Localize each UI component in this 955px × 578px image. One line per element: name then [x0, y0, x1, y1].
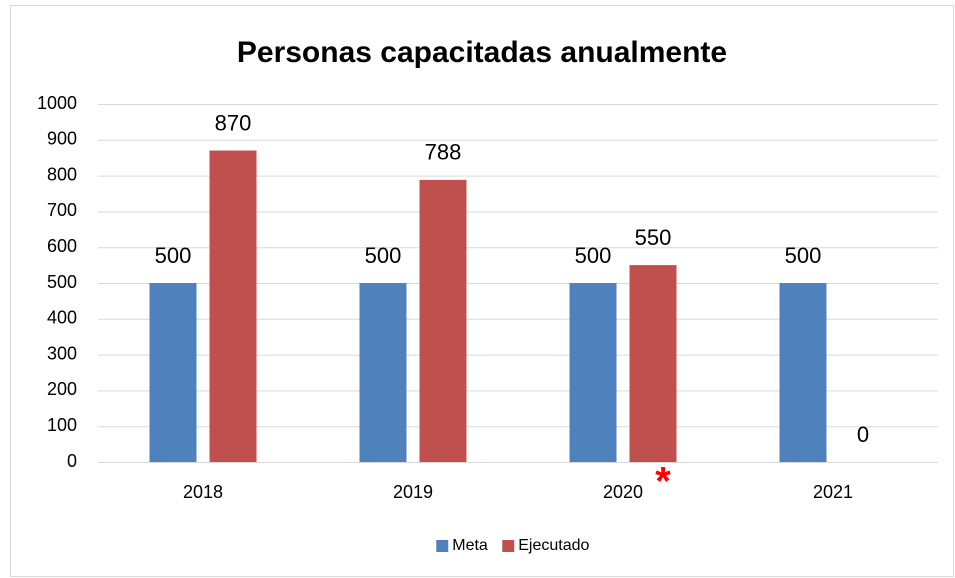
y-tick-label: 0	[67, 451, 77, 471]
bar	[419, 179, 467, 462]
bar	[149, 283, 197, 462]
y-tick-label: 400	[47, 308, 77, 328]
data-label: 500	[785, 243, 822, 268]
y-tick-label: 600	[47, 236, 77, 256]
bar	[209, 150, 257, 463]
x-tick-label: 2020	[603, 482, 643, 502]
bar	[359, 283, 407, 462]
y-tick-label: 700	[47, 200, 77, 220]
y-tick-label: 900	[47, 129, 77, 149]
bar	[569, 283, 617, 462]
data-label: 0	[857, 422, 869, 447]
annotation: *	[655, 460, 671, 504]
data-label: 500	[365, 243, 402, 268]
x-tick-label: 2018	[183, 482, 223, 502]
legend-swatch	[502, 540, 515, 552]
data-label: 788	[425, 140, 462, 165]
data-label: 870	[215, 110, 252, 135]
y-tick-label: 200	[47, 379, 77, 399]
x-tick-label: 2021	[813, 482, 853, 502]
y-tick-label: 1000	[37, 93, 77, 113]
legend-label: Meta	[452, 537, 488, 554]
bar	[629, 265, 677, 462]
legend-label: Ejecutado	[518, 537, 589, 554]
y-tick-label: 800	[47, 164, 77, 184]
chart-title: Personas capacitadas anualmente	[237, 36, 727, 69]
data-label: 500	[155, 243, 192, 268]
y-tick-label: 500	[47, 272, 77, 292]
x-tick-label: 2019	[393, 482, 433, 502]
legend-swatch	[436, 540, 449, 552]
y-tick-label: 100	[47, 415, 77, 435]
bar	[779, 283, 827, 462]
data-label: 500	[575, 243, 612, 268]
y-tick-label: 300	[47, 343, 77, 363]
data-label: 550	[635, 225, 672, 250]
